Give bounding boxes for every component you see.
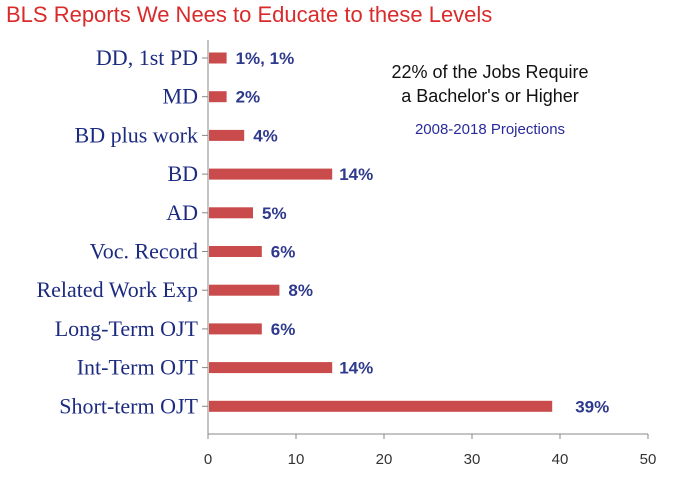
bar <box>209 284 280 296</box>
x-tick-label: 40 <box>552 451 569 468</box>
value-label: 14% <box>339 359 373 378</box>
annotation-line-1: 22% of the Jobs Require <box>391 62 589 82</box>
category-label: Short-term OJT <box>59 393 198 418</box>
bar <box>209 323 262 335</box>
value-label: 6% <box>271 243 296 262</box>
chart-title: BLS Reports We Nees to Educate to these … <box>6 2 493 27</box>
value-label: 8% <box>288 281 313 300</box>
x-tick-label: 50 <box>640 451 657 468</box>
x-tick-label: 20 <box>376 451 393 468</box>
category-label: Voc. Record <box>90 239 198 264</box>
category-label: MD <box>163 84 198 109</box>
bar <box>209 246 262 257</box>
value-label: 1%, 1% <box>236 49 295 68</box>
value-label: 39% <box>575 397 609 416</box>
bar <box>209 400 553 412</box>
category-label: BD <box>167 161 198 186</box>
value-label: 5% <box>262 204 287 223</box>
value-label: 14% <box>339 165 373 184</box>
category-label: AD <box>166 200 198 225</box>
bar <box>209 129 245 141</box>
bar <box>209 168 333 180</box>
bar <box>209 52 227 64</box>
category-label: Related Work Exp <box>36 277 198 302</box>
value-label: 2% <box>236 88 261 107</box>
value-label: 4% <box>253 126 278 145</box>
category-label: Int-Term OJT <box>77 355 199 380</box>
x-tick-label: 0 <box>204 451 212 468</box>
bar <box>209 362 333 374</box>
annotation-line-2: a Bachelor's or Higher <box>401 86 579 106</box>
category-label: BD plus work <box>75 122 198 147</box>
x-tick-label: 30 <box>464 451 481 468</box>
bar <box>209 91 227 103</box>
value-label: 6% <box>271 320 296 339</box>
category-label: Long-Term OJT <box>55 316 199 341</box>
annotation-projection-period: 2008-2018 Projections <box>414 121 566 138</box>
bar <box>209 207 253 219</box>
category-label: DD, 1st PD <box>96 45 198 70</box>
x-tick-label: 10 <box>288 451 305 468</box>
